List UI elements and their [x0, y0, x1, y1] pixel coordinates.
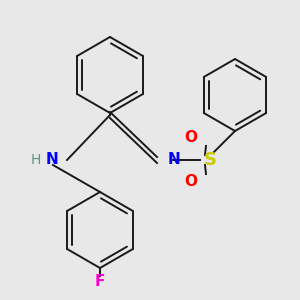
Text: O: O	[184, 130, 197, 146]
Text: N: N	[168, 152, 180, 167]
Text: S: S	[203, 151, 217, 169]
Text: H: H	[31, 153, 41, 167]
Text: F: F	[95, 274, 105, 290]
Text: O: O	[184, 175, 197, 190]
Text: N: N	[46, 152, 59, 167]
